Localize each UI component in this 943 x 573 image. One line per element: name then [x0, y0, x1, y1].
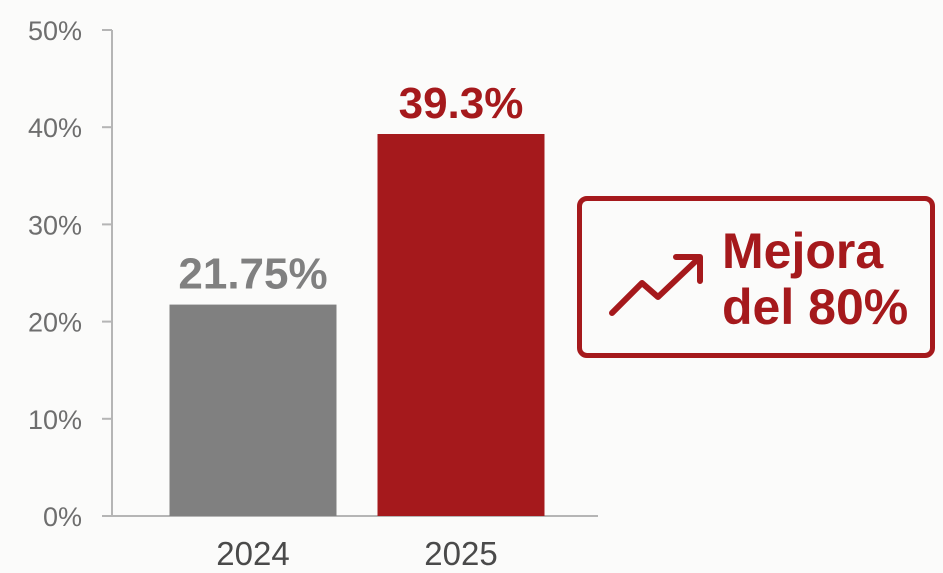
callout-text: Mejora del 80%: [722, 223, 908, 335]
y-tick-label: 20%: [28, 308, 82, 338]
chart-labels: 2024 21.75% 2025 39.3%: [178, 79, 523, 572]
y-tick-label: 50%: [28, 16, 82, 46]
trend-up-icon: [609, 254, 703, 316]
improvement-callout: Mejora del 80%: [577, 196, 935, 358]
chart-axes: 0% 10% 20% 30% 40% 50%: [28, 16, 598, 532]
x-tick-label: 2024: [216, 535, 289, 572]
chart-bars: [169, 134, 545, 516]
data-label-2025: 39.3%: [399, 79, 524, 128]
y-tick-label: 30%: [28, 210, 82, 240]
callout-line-1: Mejora: [722, 223, 884, 279]
x-tick-label: 2025: [424, 535, 497, 572]
y-tick-label: 0%: [43, 502, 82, 532]
callout-line-2: del 80%: [722, 279, 909, 335]
data-label-2024: 21.75%: [178, 250, 327, 299]
y-tick-label: 40%: [28, 113, 82, 143]
bar-2025: [377, 134, 545, 516]
bar-2024: [169, 304, 337, 516]
y-tick-label: 10%: [28, 405, 82, 435]
